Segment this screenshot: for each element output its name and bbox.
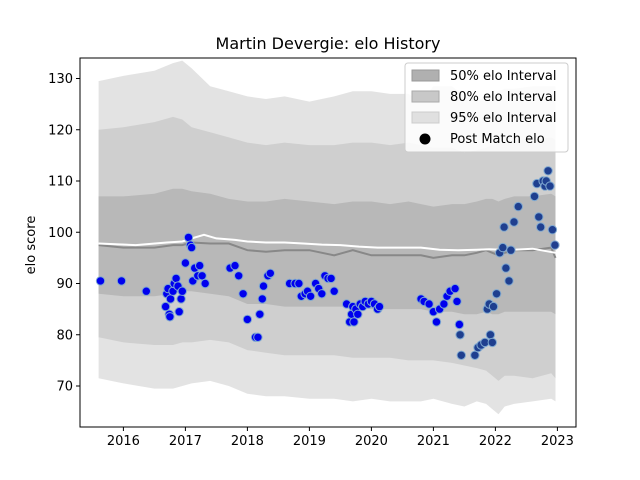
data-point [174, 307, 184, 317]
data-point [485, 330, 496, 340]
x-tick-label: 2022 [479, 434, 512, 449]
y-tick-label: 120 [48, 123, 73, 138]
data-point [545, 181, 555, 191]
legend-swatch-80 [411, 90, 440, 103]
data-point [491, 289, 502, 299]
data-point [488, 301, 499, 312]
data-point [424, 299, 434, 309]
data-point [513, 201, 523, 212]
data-point [238, 289, 248, 299]
legend-label-95: 95% elo Interval [450, 111, 557, 126]
data-point [171, 273, 181, 284]
legend-marker-post-match [419, 133, 431, 145]
y-tick-label: 100 [48, 226, 73, 241]
x-tick-label: 2017 [169, 434, 202, 449]
x-tick-label: 2023 [541, 434, 574, 449]
data-point [499, 222, 509, 232]
legend: 50% elo Interval 80% elo Interval 95% el… [404, 62, 569, 153]
data-point [353, 309, 363, 319]
y-tick-label: 70 [56, 380, 73, 395]
x-tick-label: 2019 [293, 434, 326, 449]
y-tick-label: 90 [56, 277, 73, 292]
x-tick-label: 2021 [417, 434, 450, 449]
data-point [374, 301, 385, 312]
data-point [509, 217, 519, 227]
legend-swatch-50 [411, 69, 440, 82]
x-tick-label: 2016 [107, 434, 140, 449]
data-point [439, 299, 449, 309]
legend-label-80: 80% elo Interval [450, 90, 557, 105]
data-point [242, 314, 253, 325]
data-point [230, 260, 240, 271]
data-point [543, 166, 553, 176]
data-point [536, 222, 546, 232]
data-point [501, 263, 511, 273]
white-line [98, 233, 556, 254]
data-point [547, 225, 558, 235]
data-point [183, 232, 194, 243]
data-point [504, 276, 514, 286]
data-point [197, 271, 207, 281]
chart-title: Martin Devergie: elo History [216, 34, 441, 53]
data-point [534, 212, 544, 222]
data-point [176, 294, 186, 304]
data-point [234, 271, 244, 281]
data-point [253, 332, 263, 342]
data-point [550, 240, 560, 250]
data-point [141, 286, 152, 296]
x-axis: 2016 2017 2018 2019 2020 2021 2022 2023 [107, 427, 574, 449]
plot-frame [79, 57, 577, 428]
data-point [180, 258, 191, 268]
data-point [294, 278, 304, 289]
y-axis: 70 80 90 100 110 120 130 [48, 72, 80, 395]
data-point [329, 286, 339, 296]
legend-swatch-95 [411, 111, 440, 124]
data-point [470, 350, 480, 360]
y-tick-label: 130 [48, 72, 73, 87]
legend-label-50: 50% elo Interval [450, 69, 557, 84]
y-tick-label: 80 [56, 328, 73, 343]
data-point [160, 301, 171, 312]
data-point [195, 260, 205, 271]
data-point [450, 283, 460, 294]
data-point [326, 273, 336, 284]
x-tick-label: 2020 [355, 434, 388, 449]
data-point [265, 268, 275, 278]
data-point [349, 317, 359, 327]
data-point [165, 312, 175, 322]
data-point [498, 242, 508, 253]
y-axis-label: elo score [24, 216, 39, 275]
data-point [255, 309, 265, 319]
data-point [454, 319, 465, 330]
data-point [317, 289, 327, 299]
data-point [186, 242, 197, 253]
band-50 [98, 188, 556, 315]
data-point [200, 278, 210, 289]
data-point [529, 191, 540, 202]
data-point [506, 245, 516, 255]
data-point [257, 294, 267, 304]
data-point [165, 294, 176, 304]
data-point [305, 291, 316, 301]
data-point [177, 286, 188, 296]
data-point [95, 276, 106, 286]
data-point [487, 337, 497, 348]
legend-label-post-match: Post Match elo [450, 132, 545, 147]
data-point [431, 317, 442, 327]
points-layer [95, 166, 560, 360]
data-point [455, 330, 465, 340]
x-tick-label: 2018 [231, 434, 264, 449]
data-point [116, 276, 127, 286]
y-tick-label: 110 [48, 175, 73, 190]
data-point [258, 281, 269, 291]
data-point [452, 296, 462, 307]
legend-box [404, 62, 569, 153]
data-point [456, 350, 466, 360]
